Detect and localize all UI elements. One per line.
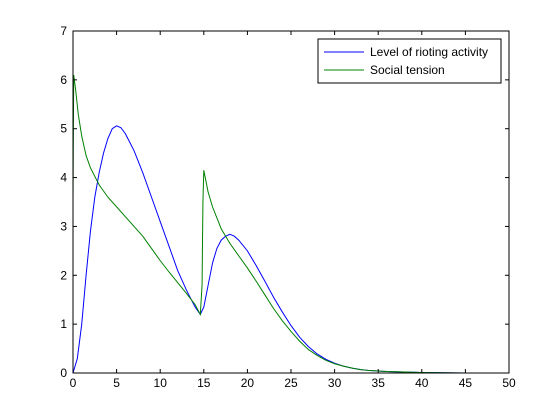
x-tick-label: 5 xyxy=(113,376,120,390)
legend: Level of rioting activity Social tension xyxy=(317,38,502,84)
legend-box xyxy=(317,38,502,84)
series-layer xyxy=(72,74,509,374)
x-tick-label: 35 xyxy=(372,376,386,390)
x-tick-label: 50 xyxy=(502,376,516,390)
x-tick-label: 40 xyxy=(415,376,429,390)
x-tick-label: 10 xyxy=(154,376,168,390)
x-tick-label: 20 xyxy=(241,376,255,390)
legend-label-rioting: Level of rioting activity xyxy=(370,45,488,59)
plot-area xyxy=(73,31,509,373)
y-tick-label: 3 xyxy=(60,219,67,233)
y-tick-label: 2 xyxy=(60,268,67,282)
x-tick-label: 15 xyxy=(197,376,211,390)
y-tick-label: 6 xyxy=(60,73,67,87)
x-tick-label: 0 xyxy=(70,376,77,390)
y-tick-label: 1 xyxy=(60,317,67,331)
series-line-social-tension xyxy=(72,74,509,374)
x-tick-label: 45 xyxy=(459,376,473,390)
y-tick-label: 5 xyxy=(60,122,67,136)
y-tick-label: 7 xyxy=(60,24,67,38)
x-tick-label: 25 xyxy=(284,376,298,390)
legend-label-social-tension: Social tension xyxy=(370,63,445,77)
x-tick-label: 30 xyxy=(328,376,342,390)
y-tick-label: 0 xyxy=(60,366,67,380)
y-tick-label: 4 xyxy=(60,171,67,185)
